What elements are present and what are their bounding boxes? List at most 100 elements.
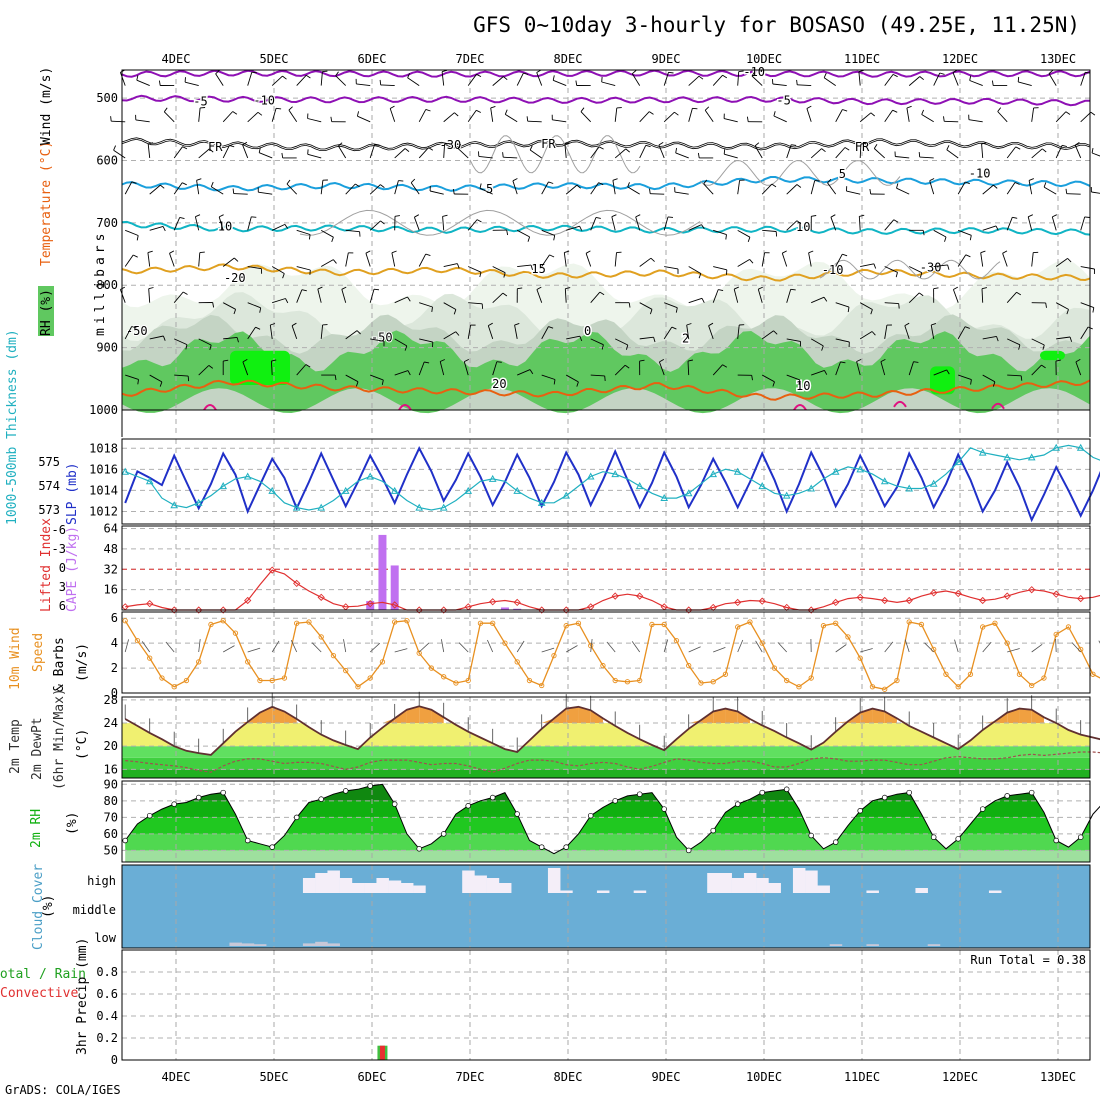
upper-wind-barb-flag: [526, 116, 529, 122]
upper-wind-barb: [564, 288, 567, 303]
upper-wind-barb: [541, 254, 550, 267]
upper-wind-barb: [1055, 302, 1069, 310]
upper-wind-barb-flag: [992, 381, 996, 387]
upper-wind-barb: [823, 77, 836, 86]
lifted-index-point: [513, 598, 521, 607]
upper-wind-barb-flag: [286, 179, 291, 185]
upper-wind-barb: [704, 110, 714, 123]
wind-speed-point: [882, 686, 888, 692]
upper-wind-barb-flag: [751, 375, 753, 381]
upper-wind-barb-flag: [718, 289, 724, 292]
upper-wind-barb: [247, 266, 262, 270]
wind-barb: [247, 647, 261, 653]
upper-wind-barb: [341, 289, 347, 303]
upper-wind-barb-flag: [922, 230, 925, 236]
upper-wind-barb-flag: [182, 146, 188, 150]
upper-wind-barb-flag: [965, 254, 971, 258]
upper-wind-barb: [1074, 144, 1082, 159]
upper-wind-barb: [125, 229, 139, 236]
thickness-point: [562, 491, 571, 499]
thickness-point: [341, 486, 350, 494]
upper-wind-barb: [982, 184, 994, 195]
wind-speed-point: [306, 619, 312, 625]
pressure-tick-label: 800: [96, 278, 118, 292]
upper-wind-barb-flag: [751, 71, 756, 77]
upper-wind-barb-flag: [612, 178, 618, 181]
upper-wind-barb-flag: [276, 107, 282, 110]
upper-wind-barb: [271, 75, 283, 86]
rh-point: [759, 789, 765, 796]
wind-speed-point: [122, 618, 128, 624]
wind-speed-point: [453, 680, 459, 686]
cloud-high-bar: [988, 890, 1002, 893]
upper-wind-barb-flag: [697, 152, 700, 158]
pressure-tick-label: 600: [96, 153, 118, 167]
precip-tick-label: 0: [111, 1053, 118, 1067]
wind-barb: [590, 639, 593, 653]
wind-speed-point: [759, 640, 765, 646]
rh-point: [685, 847, 692, 854]
thickness-point: [831, 467, 840, 475]
upper-wind-barb: [536, 289, 543, 303]
wind-speed-point: [661, 621, 667, 628]
rh-tick-label: 50: [104, 843, 118, 857]
upper-wind-barb: [242, 361, 249, 376]
upper-wind-barb-flag: [288, 106, 293, 111]
isotherm--10: [121, 69, 1091, 78]
upper-wind-barb: [457, 148, 469, 159]
wind-speed-point: [526, 677, 533, 684]
cloud-row-label: middle: [73, 903, 116, 917]
upper-wind-barb-flag: [931, 322, 937, 326]
upper-wind-barb-flag: [1002, 250, 1008, 254]
wind-speed-point: [281, 675, 288, 681]
upper-wind-barb-flag: [506, 230, 509, 236]
upper-wind-barb-flag: [981, 287, 987, 290]
cloud-low-bar: [927, 944, 941, 946]
upper-wind-barb-flag: [913, 361, 919, 363]
upper-wind-barb-flag: [895, 272, 898, 278]
cloud-high-bar: [731, 878, 745, 893]
wind-speed-point: [1004, 640, 1010, 646]
wind-tick-label: 0: [111, 686, 118, 700]
upper-wind-barb: [370, 374, 384, 381]
wind-speed-point: [600, 662, 606, 669]
upper-wind-barb-flag: [394, 215, 400, 217]
upper-wind-barb: [968, 119, 983, 123]
rh-point: [342, 788, 349, 794]
upper-wind-barb-flag: [398, 180, 404, 182]
upper-wind-barb-flag: [611, 214, 617, 218]
wind-barb: [954, 639, 959, 653]
magenta-contour: [398, 404, 412, 411]
upper-wind-barb-flag: [549, 254, 555, 258]
upper-wind-barb: [663, 72, 669, 86]
wind-barb: [441, 639, 445, 653]
wind-speed-point: [232, 630, 239, 636]
thickness-line: [124, 444, 1100, 511]
wind-speed-point: [869, 684, 876, 690]
upper-wind-barb: [1006, 217, 1013, 231]
upper-wind-barb: [1028, 180, 1033, 195]
upper-wind-barb-flag: [599, 291, 605, 296]
upper-wind-barb: [1006, 182, 1016, 195]
cape-bar: [366, 601, 375, 610]
panel-fills: [122, 70, 1100, 948]
upper-wind-barb-flag: [892, 109, 898, 113]
cloud-high-bar: [756, 878, 769, 893]
upper-wind-barb: [410, 182, 420, 195]
upper-wind-barb-flag: [687, 359, 693, 362]
upper-wind-barb: [335, 75, 347, 86]
thickness-point: [537, 498, 546, 506]
upper-wind-barb-flag: [502, 292, 508, 297]
speed-label: Speed: [31, 633, 46, 672]
panel-frame-stab: [121, 525, 1091, 611]
cloud-high-bar: [339, 878, 353, 893]
upper-wind-barb: [169, 253, 175, 267]
upper-wind-barb-flag: [548, 326, 554, 329]
upper-wind-barb: [478, 155, 493, 159]
lifted-tick-label: 0: [59, 561, 66, 575]
upper-wind-barb-flag: [1015, 146, 1021, 150]
lifted-index-point: [293, 579, 301, 588]
temp-band: [122, 769, 1090, 778]
upper-wind-barb: [147, 143, 151, 159]
wind-speed-point: [392, 619, 398, 625]
